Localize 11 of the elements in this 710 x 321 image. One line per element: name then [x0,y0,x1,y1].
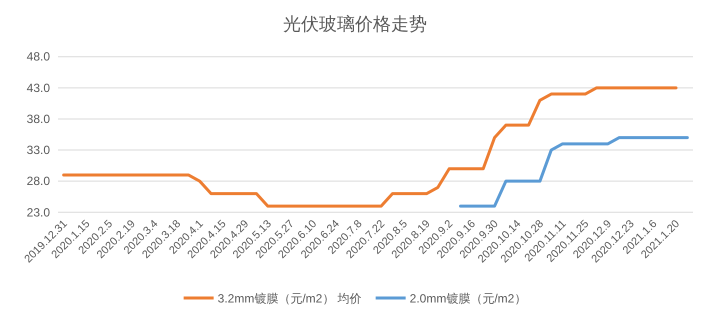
line-series [62,86,678,208]
legend-label: 2.0mm镀膜（元/m2） [410,292,526,306]
y-tick-label: 38.0 [26,112,50,126]
chart-title: 光伏玻璃价格走势 [283,14,427,34]
y-tick-label: 33.0 [26,143,50,158]
y-tick-label: 43.0 [26,80,50,95]
line-series [459,136,689,208]
legend-label: 3.2mm镀膜（元/m2） 均价 [218,292,362,306]
y-tick-label: 28.0 [26,174,50,188]
y-tick-label: 48.0 [26,50,50,64]
y-tick-label: 23.0 [26,205,50,220]
